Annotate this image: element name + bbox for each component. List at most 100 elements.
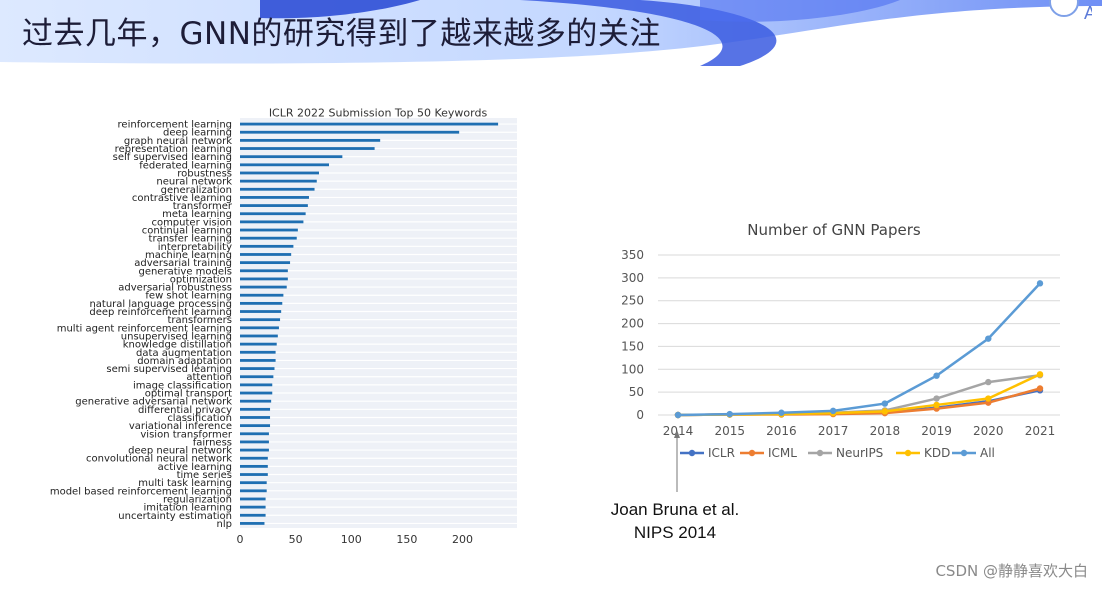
y-tick-label: 250 <box>621 294 644 308</box>
series-point <box>985 378 992 386</box>
keyword-bar <box>240 375 274 379</box>
keyword-bar <box>240 236 297 240</box>
keyword-bar <box>240 196 309 199</box>
keyword-label: data augmentation <box>136 348 232 359</box>
legend-label: KDD <box>924 446 950 460</box>
series-point <box>829 407 837 415</box>
y-tick-label: 350 <box>621 248 644 262</box>
keyword-label: vision transformer <box>140 429 232 440</box>
series-point <box>1036 280 1044 287</box>
series-point <box>674 411 682 419</box>
keyword-label: machine learning <box>145 250 232 261</box>
keyword-label: knowledge distillation <box>123 340 232 351</box>
keyword-bar <box>240 456 268 460</box>
keyword-bar <box>240 138 381 142</box>
legend-label: All <box>980 446 995 460</box>
citation-annotation: Joan Bruna et al. NIPS 2014 <box>600 498 750 544</box>
legend-marker <box>688 449 696 457</box>
keyword-bar <box>240 513 266 517</box>
keyword-bar <box>240 497 266 501</box>
keyword-label: imitation learning <box>144 503 232 514</box>
keyword-bar <box>240 277 288 281</box>
gnn-papers-line-chart: Number of GNN Papers 0 50 100 150 200 250 300 3… <box>621 221 1060 460</box>
keyword-bar <box>240 481 267 485</box>
x-tick-label: 2021 <box>1025 424 1056 438</box>
keyword-label: convolutional neural network <box>86 454 232 465</box>
keyword-label: transformer <box>173 201 233 212</box>
y-tick-label: 50 <box>629 385 644 399</box>
keyword-bar <box>240 163 329 167</box>
series-point <box>985 395 992 402</box>
keyword-label: semi supervised learning <box>106 364 232 375</box>
keyword-label: meta learning <box>162 209 232 220</box>
keyword-bar <box>240 244 294 248</box>
keyword-label: variational inference <box>129 421 232 432</box>
keyword-bar <box>240 424 271 428</box>
series-point <box>933 395 940 402</box>
line-chart-title: Number of GNN Papers <box>747 221 921 239</box>
keyword-label: adversarial training <box>134 258 232 269</box>
keyword-bar <box>240 350 276 354</box>
series-point <box>881 408 889 415</box>
series-point <box>933 401 940 409</box>
keyword-label: image classification <box>133 380 232 391</box>
keyword-label: multi agent reinforcement learning <box>57 323 232 334</box>
x-tick-label: 200 <box>452 533 473 546</box>
keyword-label: generative models <box>138 266 232 277</box>
keyword-bar <box>240 383 273 387</box>
keyword-bar <box>240 310 282 313</box>
keyword-label: optimal transport <box>145 389 232 400</box>
x-tick-label: 2015 <box>714 424 745 438</box>
keyword-label: reinforcement learning <box>118 120 232 131</box>
slide-title: 过去几年，GNN的研究得到了越来越多的关注 <box>22 16 661 52</box>
series-point <box>726 410 733 418</box>
watermark: CSDN @静静喜欢大白 <box>935 562 1088 580</box>
keyword-label: natural language processing <box>89 299 232 310</box>
keyword-bar <box>240 220 304 224</box>
keyword-bar <box>240 261 291 265</box>
y-tick-label: 100 <box>621 362 644 376</box>
keyword-bar <box>240 253 292 256</box>
keyword-label: federated learning <box>139 160 232 171</box>
x-tick-label: 150 <box>396 533 417 546</box>
keyword-bar <box>240 122 499 126</box>
series-point <box>1036 385 1044 392</box>
x-tick-label: 100 <box>341 533 362 546</box>
series-point <box>778 409 785 416</box>
keyword-bar <box>240 179 317 183</box>
x-tick-label: 2020 <box>973 424 1004 438</box>
keyword-label: unsupervised learning <box>121 331 232 342</box>
keyword-bar <box>240 473 268 476</box>
y-tick-label: 200 <box>621 317 644 331</box>
keyword-label: neural network <box>156 177 232 188</box>
arrow-up-icon <box>674 430 680 492</box>
legend-marker <box>960 449 968 457</box>
keyword-bar <box>240 147 375 150</box>
keyword-label: graph neural network <box>124 136 232 147</box>
keyword-label: deep neural network <box>128 446 232 457</box>
keyword-bar <box>240 489 267 493</box>
keyword-label: generalization <box>161 185 232 196</box>
x-tick-label: 2017 <box>818 424 849 438</box>
keyword-bar <box>240 285 287 289</box>
logo-letter: A <box>1084 3 1092 23</box>
x-tick-label: 2014 <box>663 424 694 438</box>
x-tick-label: 2016 <box>766 424 797 438</box>
keyword-bar <box>240 407 271 411</box>
x-tick-label: 0 <box>237 533 244 546</box>
keyword-label: domain adaptation <box>137 356 232 367</box>
keyword-label: generative adversarial network <box>75 397 232 408</box>
title-banner <box>0 0 1102 66</box>
keyword-bar <box>240 399 272 403</box>
keyword-label: nlp <box>217 519 232 530</box>
keyword-label: contrastive learning <box>132 193 232 204</box>
keyword-bar <box>240 448 269 452</box>
legend-marker <box>904 449 912 457</box>
keyword-bar <box>240 359 276 362</box>
keyword-label: computer vision <box>151 217 232 228</box>
y-tick-label: 150 <box>621 339 644 353</box>
bar-chart-title: ICLR 2022 Submission Top 50 Keywords <box>269 107 488 120</box>
keyword-bar <box>240 416 271 419</box>
keyword-label: continual learning <box>142 226 232 237</box>
keyword-bar <box>240 440 269 444</box>
